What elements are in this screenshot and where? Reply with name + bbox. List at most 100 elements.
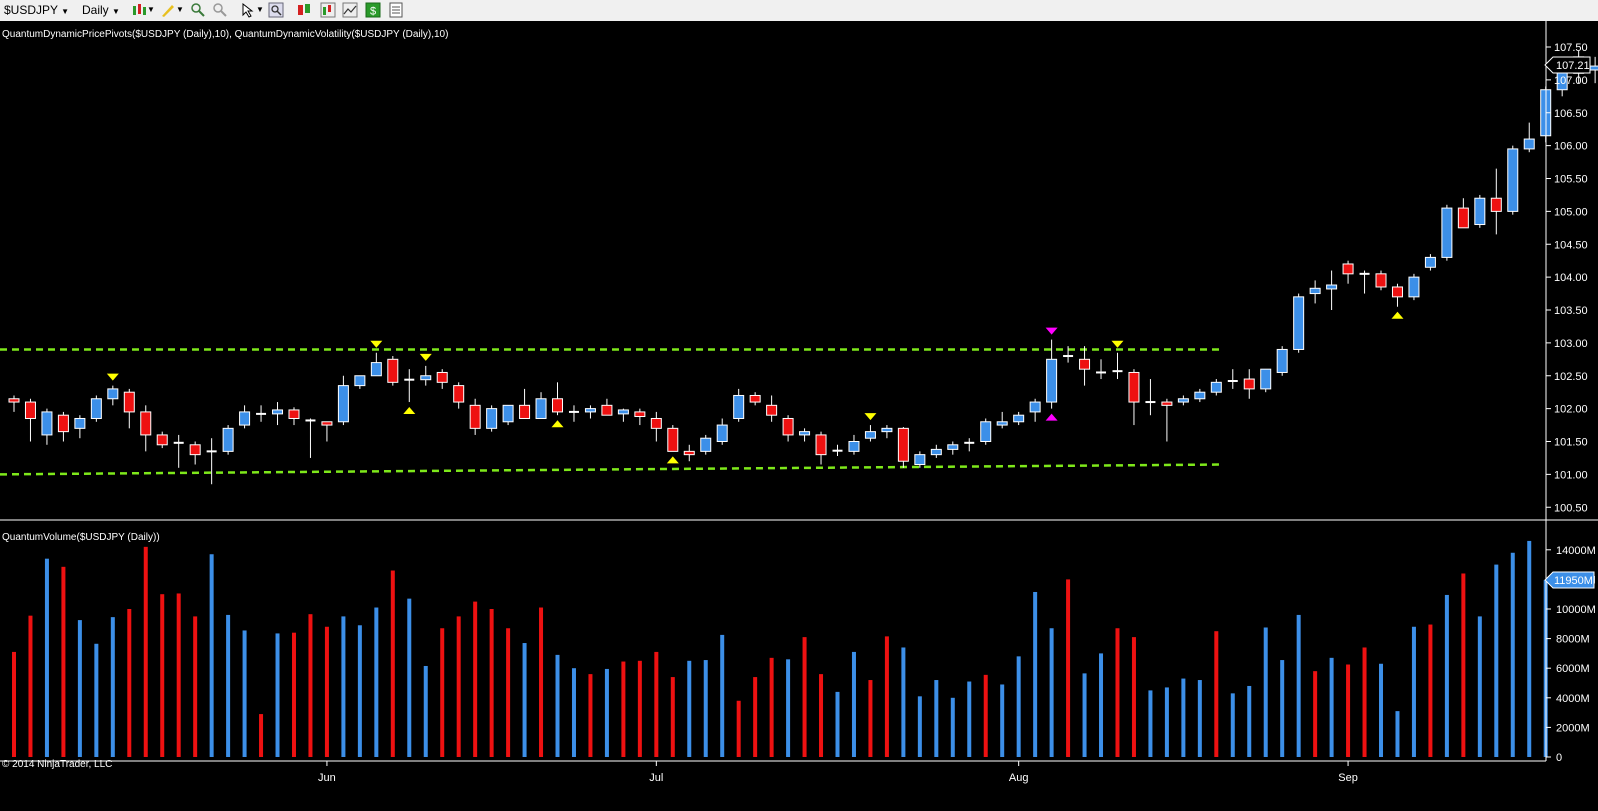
candle-body <box>1342 263 1354 275</box>
interval-selector[interactable]: Daily ▼ <box>82 2 120 18</box>
properties-icon[interactable] <box>388 2 404 18</box>
candlestick <box>1391 283 1403 307</box>
volume-bar <box>884 636 889 757</box>
candlestick <box>354 375 366 389</box>
volume-bar <box>390 570 395 757</box>
price-tick-label: 105.00 <box>1554 206 1588 218</box>
candlestick <box>1309 280 1321 304</box>
candlestick <box>41 408 53 445</box>
candle-body <box>1309 287 1321 295</box>
candlestick <box>90 395 102 422</box>
candlestick <box>1490 168 1502 235</box>
candlestick <box>1293 293 1305 353</box>
candlestick <box>453 382 465 409</box>
price-tick-label: 106.00 <box>1554 141 1588 153</box>
volume-bar <box>1296 614 1301 757</box>
chevron-down-icon[interactable]: ▼ <box>256 5 264 14</box>
toolbar: $USDJPY ▼ Daily ▼ ▼ ▼ ▼ $ <box>0 0 1598 22</box>
last-price-value: 107.21 <box>1556 60 1590 72</box>
volume-bar <box>1395 711 1400 757</box>
volume-bar <box>28 615 33 757</box>
candle-body <box>486 408 498 429</box>
volume-bar <box>143 546 148 757</box>
price-tick-label: 100.50 <box>1554 502 1588 514</box>
volume-bar <box>934 680 939 757</box>
volume-bar <box>127 609 132 757</box>
volume-tick-label: 2000M <box>1556 722 1590 734</box>
chart-area[interactable]: 107.50 107.00 106.50 106.00 105.50 105.00 104.… <box>0 21 1598 811</box>
candlestick <box>815 431 827 465</box>
candlestick <box>387 356 399 386</box>
volume-bar <box>571 668 576 757</box>
candle-body <box>453 385 465 403</box>
candlestick <box>173 434 184 468</box>
candlestick <box>8 395 20 412</box>
candle-body <box>1391 286 1403 298</box>
candlestick <box>519 388 531 419</box>
volume-bar <box>1230 693 1235 757</box>
candlestick <box>1276 346 1288 376</box>
candle-body <box>535 398 547 419</box>
candle-body <box>897 427 909 462</box>
search-icon[interactable] <box>268 2 284 18</box>
candlestick <box>1145 379 1156 416</box>
candlestick <box>206 438 217 485</box>
candlestick <box>74 415 86 439</box>
candlestick <box>24 398 36 442</box>
candlestick <box>272 402 284 426</box>
volume-bar <box>654 651 659 757</box>
zoom-in-icon[interactable] <box>190 2 206 18</box>
volume-bar <box>291 632 296 757</box>
candlestick <box>288 407 300 426</box>
candlestick <box>1177 395 1189 406</box>
volume-tick-label: 0 <box>1556 752 1562 764</box>
bar-style-icon[interactable] <box>131 2 147 18</box>
candlestick <box>1079 346 1091 386</box>
volume-bar <box>851 651 856 757</box>
cursor-icon[interactable] <box>240 2 256 18</box>
candlestick <box>634 408 646 426</box>
pivot-high-marker <box>864 413 877 421</box>
candlestick <box>1424 254 1436 271</box>
candle-body <box>749 394 761 403</box>
candle-body <box>1243 378 1255 390</box>
candle-body <box>387 358 399 383</box>
volume-bar <box>1477 616 1482 757</box>
candlestick <box>123 388 135 429</box>
volume-bar <box>1115 628 1120 757</box>
volume-bar <box>703 660 708 757</box>
candle-body <box>1177 398 1189 403</box>
strategy-icon[interactable] <box>320 2 336 18</box>
candle-body <box>140 411 152 436</box>
candlestick <box>848 434 860 455</box>
volume-bar <box>670 677 675 757</box>
candlestick <box>1326 270 1338 310</box>
candlestick <box>716 418 728 445</box>
price-tick-label: 107.50 <box>1554 42 1588 54</box>
volume-bar <box>1197 680 1202 757</box>
volume-bar <box>539 607 544 757</box>
candle-body <box>1424 256 1436 268</box>
volume-bar <box>473 601 478 757</box>
candlestick <box>222 425 234 455</box>
volume-bar <box>275 633 280 757</box>
volume-bar <box>1494 564 1499 757</box>
volume-bar <box>1099 653 1104 757</box>
draw-icon[interactable] <box>160 2 176 18</box>
chevron-down-icon[interactable]: ▼ <box>176 5 184 14</box>
volume-bar <box>1049 628 1054 757</box>
candle-body <box>1128 371 1140 403</box>
symbol-selector[interactable]: $USDJPY ▼ <box>4 2 69 18</box>
pivot-low-marker <box>551 420 564 428</box>
chart-type-icon[interactable] <box>342 2 358 18</box>
order-icon[interactable] <box>296 2 312 18</box>
candlestick <box>1408 273 1420 301</box>
volume-tick-label: 10000M <box>1556 604 1596 616</box>
volume-bar <box>160 594 165 757</box>
candlestick <box>700 434 712 455</box>
zoom-out-icon[interactable] <box>212 2 228 18</box>
volume-bar <box>1082 673 1087 757</box>
candle-body <box>650 417 662 429</box>
dollar-icon[interactable]: $ <box>365 2 381 18</box>
chevron-down-icon[interactable]: ▼ <box>147 5 155 14</box>
